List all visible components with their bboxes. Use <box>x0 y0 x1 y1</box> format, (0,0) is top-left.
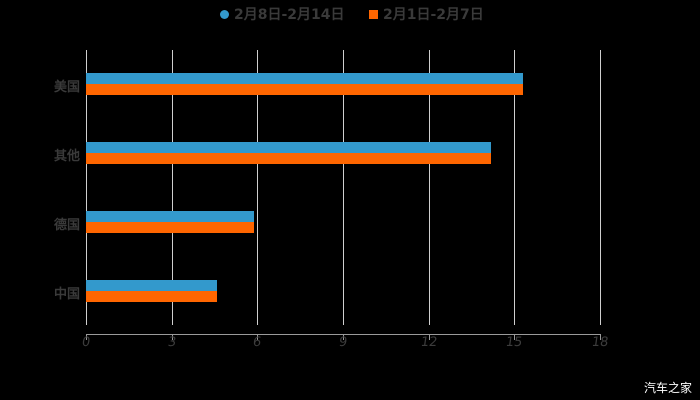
bar-series-1[interactable] <box>86 211 254 222</box>
x-tick-label: 12 <box>419 335 439 350</box>
gridline <box>600 50 601 325</box>
bar-series-2[interactable] <box>86 222 254 233</box>
axis-tick <box>172 334 173 340</box>
x-tick-label: 3 <box>166 335 178 350</box>
gridline <box>429 50 430 325</box>
bar-series-1[interactable] <box>86 142 491 153</box>
y-category-label: 德国 <box>53 218 80 233</box>
watermark: 汽车之家 <box>643 381 692 395</box>
circle-marker-icon <box>220 9 229 19</box>
bar-series-1[interactable] <box>86 73 523 84</box>
x-tick-label: 9 <box>337 335 349 350</box>
gridline <box>257 50 258 325</box>
legend-item-series-2[interactable]: 2月1日-2月7日 <box>369 4 484 24</box>
x-tick-label: 18 <box>590 335 610 350</box>
x-tick-label: 0 <box>80 335 92 350</box>
axis-tick <box>343 334 344 340</box>
gridline <box>343 50 344 325</box>
y-category-label: 美国 <box>53 80 80 95</box>
axis-tick <box>86 334 87 340</box>
x-tick-label: 15 <box>504 335 524 350</box>
gridline <box>86 50 87 325</box>
axis-tick <box>257 334 258 340</box>
bar-series-1[interactable] <box>86 280 217 291</box>
y-category-label: 中国 <box>53 287 80 302</box>
bar-series-2[interactable] <box>86 291 217 302</box>
gridline <box>514 50 515 325</box>
axis-tick <box>600 334 601 340</box>
y-category-label: 其他 <box>53 149 80 164</box>
x-axis-line <box>86 334 600 335</box>
gridline <box>172 50 173 325</box>
legend-item-series-1[interactable]: 2月8日-2月14日 <box>220 4 345 24</box>
legend-label: 2月1日-2月7日 <box>383 7 484 23</box>
axis-tick <box>429 334 430 340</box>
x-tick-label: 6 <box>251 335 263 350</box>
legend-label: 2月8日-2月14日 <box>234 7 345 23</box>
square-marker-icon <box>369 9 378 19</box>
bar-series-2[interactable] <box>86 84 523 95</box>
axis-tick <box>514 334 515 340</box>
chart-legend: 2月8日-2月14日 2月1日-2月7日 <box>0 4 700 24</box>
bar-series-2[interactable] <box>86 153 491 164</box>
